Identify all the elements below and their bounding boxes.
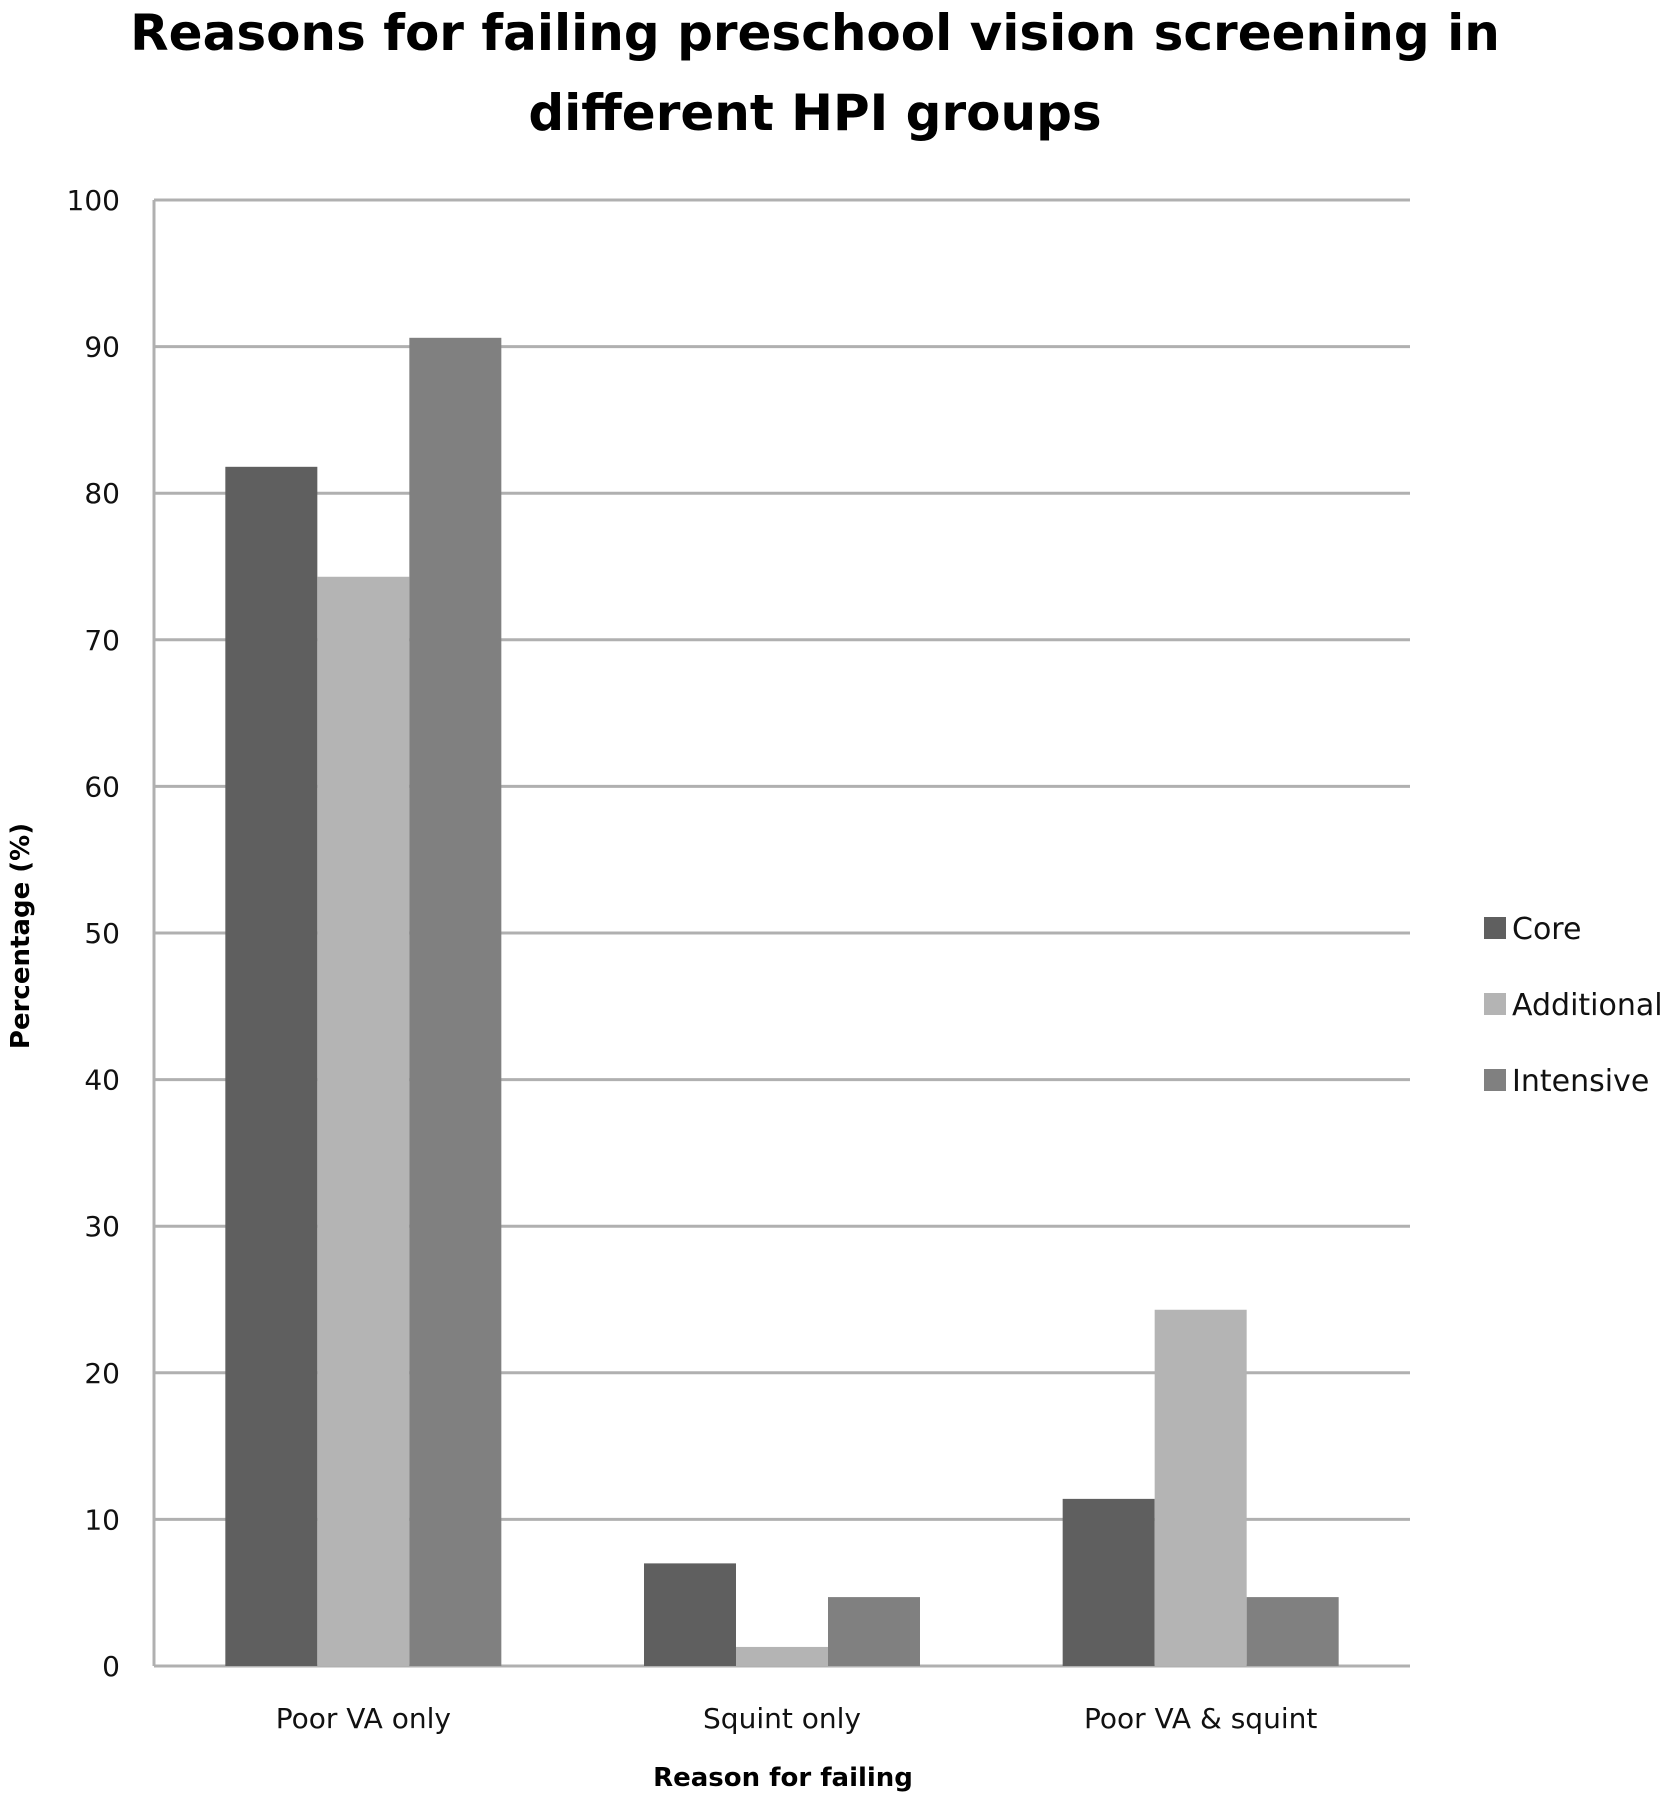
y-tick-labels: 0 10 20 30 40 50 60 70 80 90 100 <box>67 184 120 1683</box>
bars <box>225 337 1339 1667</box>
bar-additional-1 <box>317 576 410 1667</box>
x-tick-label: Poor VA only <box>276 1702 451 1735</box>
y-tick-label: 10 <box>84 1503 120 1536</box>
chart-title: Reasons for failing preschool vision scr… <box>130 4 1500 142</box>
y-tick-label: 30 <box>84 1210 120 1243</box>
y-tick-label: 70 <box>84 624 120 657</box>
chart-title-line-2: different HPI groups <box>528 84 1101 142</box>
bar-additional-2 <box>736 1646 828 1666</box>
bar-core-2 <box>644 1563 736 1666</box>
bar-intensive-2 <box>828 1597 920 1666</box>
chart-title-line-1: Reasons for failing preschool vision scr… <box>130 4 1500 62</box>
bar-core-3 <box>1062 1498 1155 1666</box>
x-tick-labels: Poor VA only Squint only Poor VA & squint <box>276 1702 1318 1735</box>
y-tick-label: 50 <box>84 917 120 950</box>
y-tick-label: 60 <box>84 770 120 803</box>
legend: Core Additional Intensive <box>1484 912 1663 1099</box>
legend-label-additional: Additional <box>1512 988 1663 1023</box>
bar-intensive-3 <box>1246 1597 1339 1666</box>
bar-core-1 <box>225 466 318 1666</box>
bar-intensive-1 <box>409 337 502 1667</box>
y-tick-label: 80 <box>84 477 120 510</box>
x-axis-title: Reason for failing <box>653 1763 913 1793</box>
legend-label-core: Core <box>1512 912 1581 947</box>
x-tick-label: Poor VA & squint <box>1084 1702 1317 1735</box>
y-axis-title: Percentage (%) <box>6 823 36 1049</box>
bar-additional-3 <box>1154 1309 1247 1666</box>
legend-label-intensive: Intensive <box>1512 1064 1649 1099</box>
y-tick-label: 100 <box>67 184 120 217</box>
y-tick-label: 0 <box>102 1650 120 1683</box>
y-tick-label: 40 <box>84 1064 120 1097</box>
legend-swatch-additional <box>1484 993 1506 1015</box>
x-tick-label: Squint only <box>703 1702 861 1735</box>
legend-swatch-core <box>1484 917 1506 939</box>
y-tick-label: 20 <box>84 1357 120 1390</box>
y-tick-label: 90 <box>84 331 120 364</box>
legend-swatch-intensive <box>1484 1069 1506 1091</box>
